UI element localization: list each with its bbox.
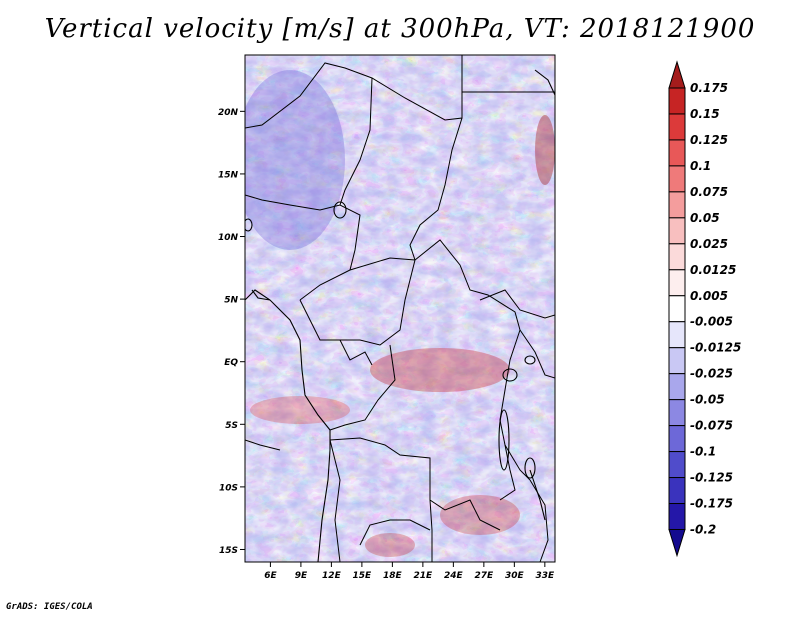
colorbar-segment [668,425,686,453]
colorbar-label: -0.025 [690,367,733,381]
map-title: Vertical velocity [m/s] at 300hPa, VT: 2… [44,14,756,44]
lon-label: 30E [505,571,525,581]
colorbar-label: -0.2 [690,522,716,536]
colorbar-label: 0.005 [690,289,728,303]
lat-label: 15N [218,170,239,180]
colorbar-segment [668,399,686,427]
colorbar-segment [668,113,686,141]
colorbar-label: 0.025 [690,237,728,251]
colorbar-label: -0.075 [690,419,733,433]
lon-label: 33E [535,571,555,581]
colorbar-segment [668,269,686,297]
lon-label: 12E [322,571,342,581]
lat-label: 10S [219,483,238,493]
colorbar-label: 0.15 [690,107,720,121]
lat-label: 10N [218,233,239,243]
colorbar-segment [668,321,686,349]
colorbar: 0.175 0.15 0.125 0.1 0.075 0.05 0.025 0.0125 0.0… [668,60,741,558]
colorbar-label: 0.0125 [690,263,736,277]
grads-credit: GrADS: IGES/COLA [6,602,93,612]
colorbar-label: 0.1 [690,159,711,173]
lat-label: 5S [225,421,238,431]
colorbar-segment [668,451,686,479]
lon-label: 27E [475,571,495,581]
velocity-field [245,55,555,562]
lon-label: 21E [414,571,434,581]
colorbar-label: -0.0125 [690,341,741,355]
colorbar-segment [668,477,686,505]
colorbar-label: -0.175 [690,497,733,511]
colorbar-segment [668,165,686,193]
colorbar-segment [668,373,686,401]
colorbar-label: -0.1 [690,445,716,459]
map-axes: 20N 15N 10N 5N EQ 5S 10S 15S 6E 9E 12E 15E 18E 21E 24E… [218,108,555,581]
colorbar-label: 0.075 [690,185,728,199]
map-frame [244,54,556,563]
colorbar-label: -0.05 [690,393,725,407]
colorbar-label: 0.125 [690,133,728,147]
lon-label: 15E [353,571,373,581]
colorbar-label: -0.125 [690,471,733,485]
lon-label: 24E [444,571,464,581]
colorbar-label: -0.005 [690,315,733,329]
lon-label: 6E [264,571,277,581]
colorbar-segment [668,347,686,375]
colorbar-segment [668,243,686,271]
colorbar-label: 0.175 [690,81,728,95]
lon-label: 18E [383,571,403,581]
lat-label: 5N [224,296,238,306]
colorbar-segment [668,191,686,219]
lon-label: 9E [295,571,308,581]
colorbar-segment [668,60,686,89]
colorbar-label: 0.05 [690,211,720,225]
colorbar-segment [668,503,686,530]
lat-label: 15S [219,546,238,556]
colorbar-segment [668,217,686,245]
lat-label: 20N [218,108,239,118]
colorbar-segment [668,295,686,323]
lat-label: EQ [224,358,238,368]
colorbar-segment [668,528,686,558]
colorbar-segment [668,139,686,167]
colorbar-segment [668,87,686,115]
coastlines [245,69,555,562]
